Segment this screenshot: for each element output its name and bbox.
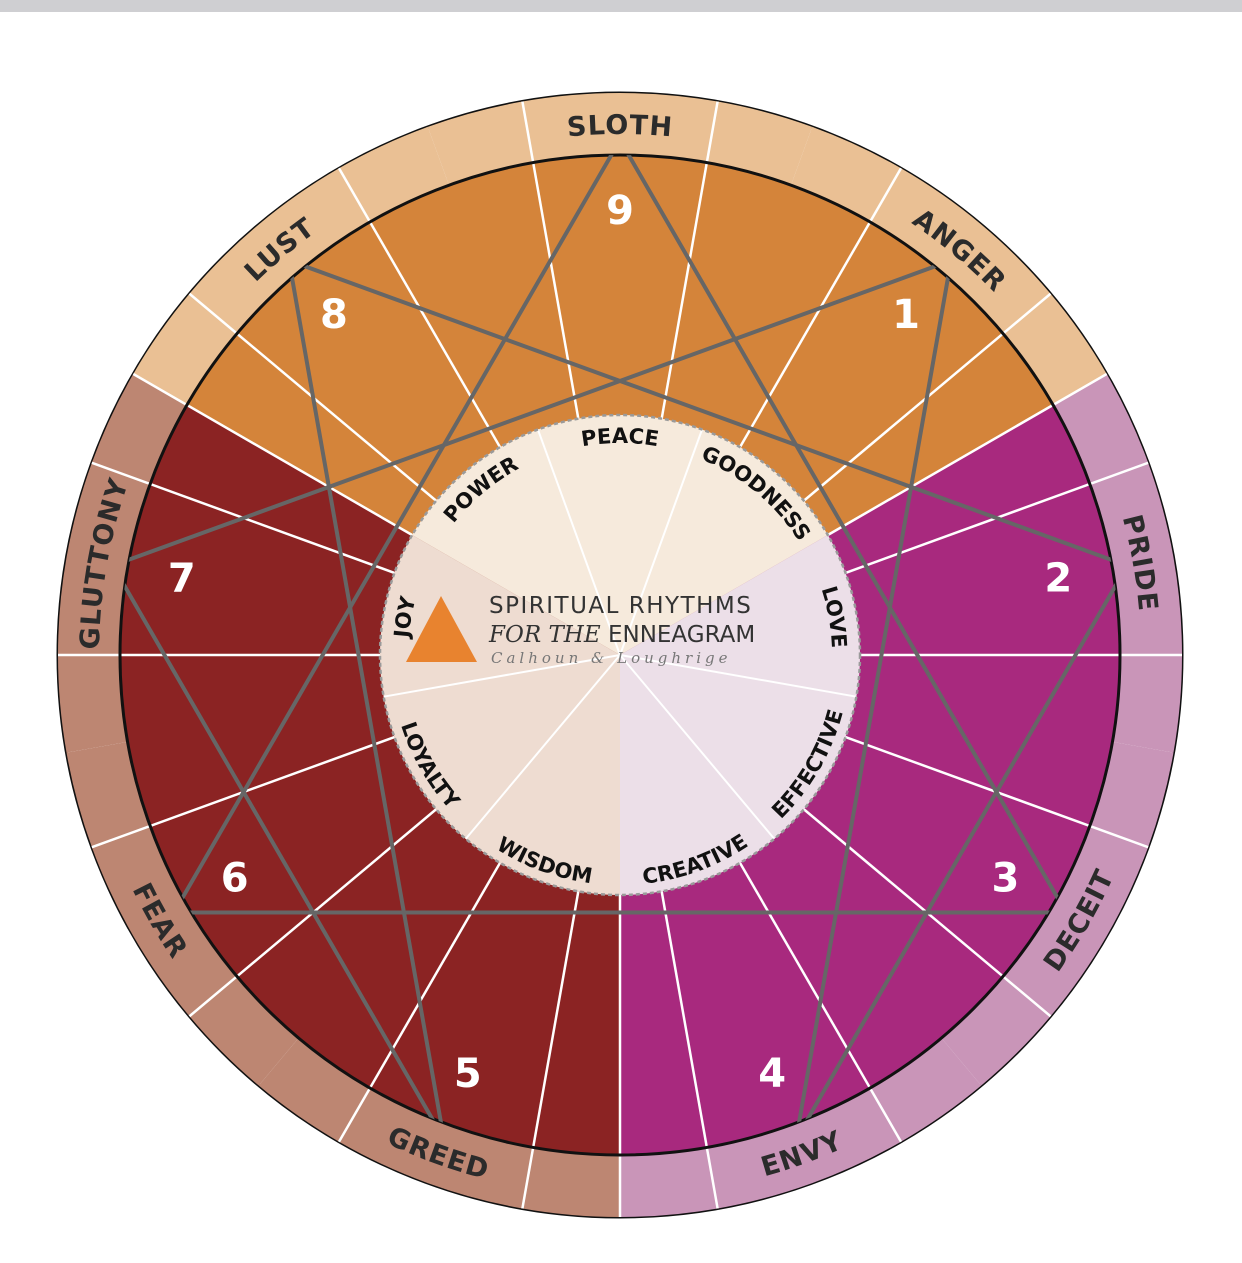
outer-ring-segment xyxy=(66,741,299,1086)
inner-divider-line xyxy=(619,654,776,840)
type-number-1: 1 xyxy=(892,292,920,338)
outer-ring-segment xyxy=(133,126,449,405)
inner-rim xyxy=(118,153,1122,1157)
divider-line xyxy=(521,891,580,1209)
type-number-9: 9 xyxy=(606,188,634,234)
logo-authors: Calhoun & Loughrige xyxy=(491,649,731,667)
inner-divider-line xyxy=(619,429,704,656)
inner-divider-line xyxy=(383,654,621,698)
inner-divider-line xyxy=(464,654,621,840)
logo: SPIRITUAL RHYTHMS FOR THE ENNEAGRAM Calh… xyxy=(406,593,755,667)
type-number-6: 6 xyxy=(221,856,249,902)
type-number-2: 2 xyxy=(1044,556,1072,602)
ring-label-sloth: SLOTH xyxy=(566,110,674,144)
inner-circle-border xyxy=(378,413,862,897)
type-number-5: 5 xyxy=(454,1051,482,1097)
top-bar xyxy=(0,0,1242,12)
inner-section-heart xyxy=(620,535,860,895)
inner-word-peace: PEACE xyxy=(580,424,661,451)
inner-divider-line xyxy=(619,654,857,698)
inner-divider-line xyxy=(536,429,621,656)
logo-subtitle: FOR THE ENNEAGRAM xyxy=(488,622,755,648)
divider-line xyxy=(660,891,719,1209)
outer-ring-segment xyxy=(941,741,1174,1086)
center-divider-line xyxy=(827,372,1108,537)
logo-subtitle-plain: ENNEAGRAM xyxy=(601,622,756,648)
logo-title: SPIRITUAL RHYTHMS xyxy=(489,593,752,619)
center-divider-line xyxy=(132,372,413,537)
type-number-7: 7 xyxy=(168,556,196,602)
outer-ring-segment xyxy=(791,126,1107,405)
star-triangle xyxy=(170,155,1070,915)
ring-label-text: SLOTH xyxy=(566,110,673,144)
inner-word-text: PEACE xyxy=(580,424,661,451)
type-number-4: 4 xyxy=(758,1051,786,1097)
outer-ring: SLOTHANGERPRIDEDECEITENVYGREEDFEARGLUTTO… xyxy=(57,92,1182,1217)
logo-triangle-icon xyxy=(406,596,477,662)
type-numbers: 9 1 2 3 4 5 6 7 8 xyxy=(168,188,1072,1097)
logo-subtitle-italic: FOR THE xyxy=(488,622,601,648)
type-number-8: 8 xyxy=(320,292,348,338)
type-number-3: 3 xyxy=(991,856,1019,902)
